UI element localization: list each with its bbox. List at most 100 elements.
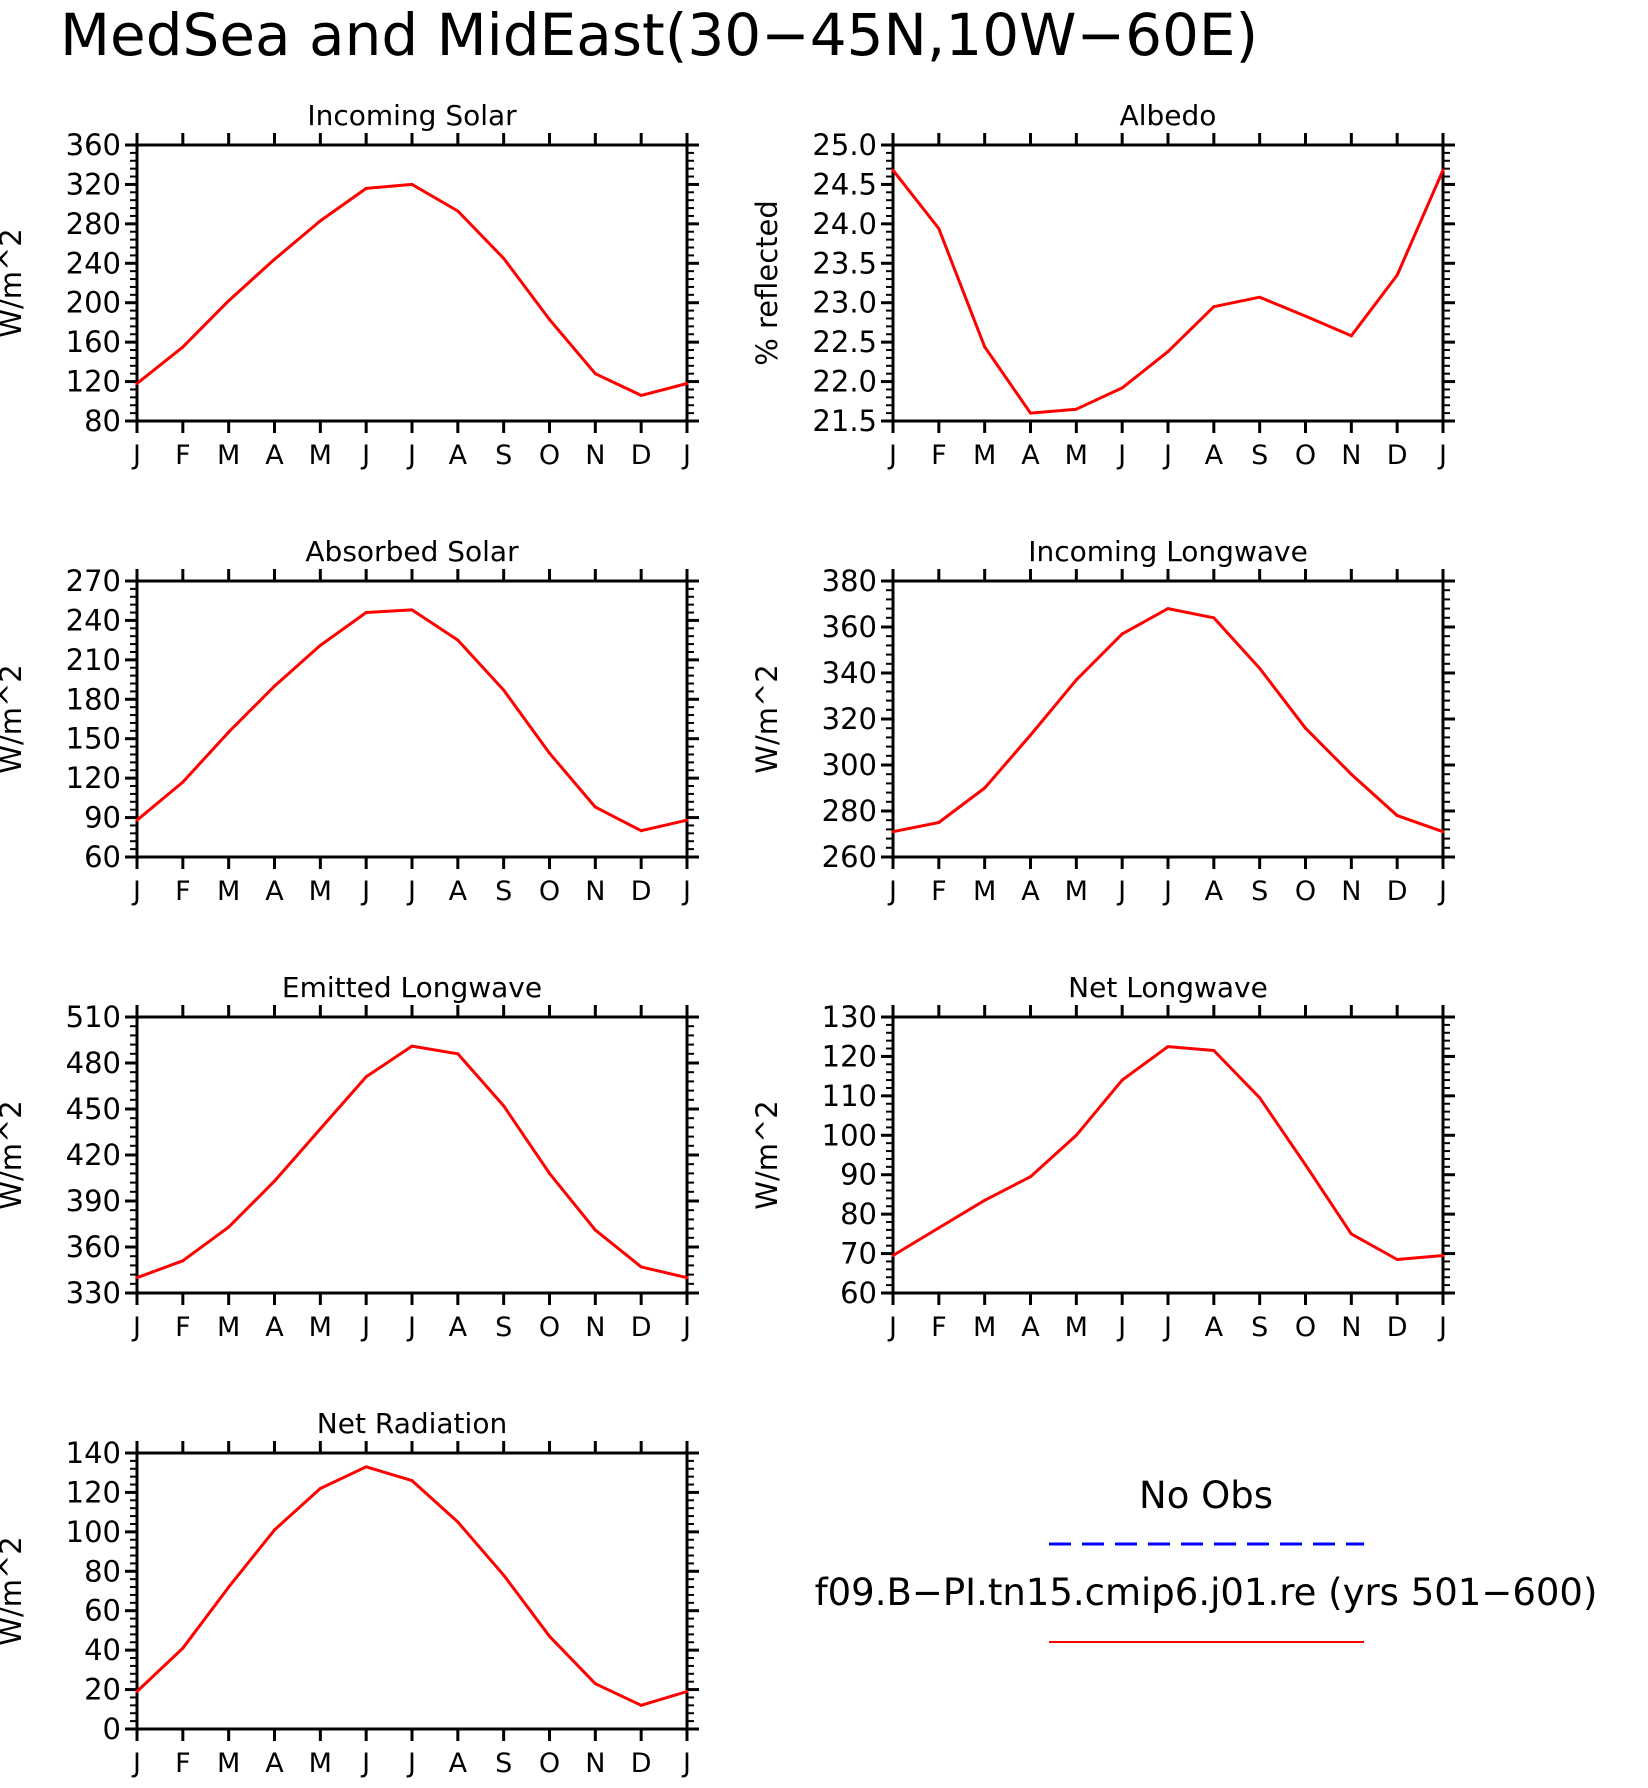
data-point — [548, 1171, 551, 1175]
data-point — [456, 1052, 460, 1056]
data-point — [1395, 814, 1399, 818]
y-tick-label: 360 — [66, 128, 121, 162]
data-point — [983, 786, 987, 790]
y-tick-label: 20 — [84, 1673, 121, 1707]
data-point — [1304, 726, 1307, 730]
x-tick-label: N — [1341, 1312, 1361, 1343]
data-point — [1395, 273, 1399, 277]
data-point — [937, 227, 941, 231]
y-tick-label: 130 — [822, 1000, 877, 1034]
data-point — [502, 1573, 506, 1577]
data-point — [937, 821, 941, 824]
y-axis-label: W/m^2 — [0, 1536, 28, 1645]
x-tick-label: D — [631, 1312, 652, 1343]
x-tick-label: J — [681, 440, 691, 471]
series-line — [892, 1045, 1444, 1261]
data-point — [273, 1179, 276, 1183]
x-tick-label: J — [1116, 440, 1126, 471]
y-tick-label: 80 — [840, 1197, 877, 1231]
x-tick-label: O — [1295, 1312, 1316, 1343]
x-tick-label: J — [1162, 876, 1172, 907]
data-point — [1120, 632, 1124, 636]
data-point — [318, 219, 322, 223]
series-line — [892, 607, 1444, 834]
x-tick-label: J — [887, 1312, 897, 1343]
data-point — [548, 751, 551, 755]
data-point — [181, 1646, 185, 1650]
x-tick-label: J — [406, 440, 416, 471]
data-point — [1258, 666, 1262, 670]
y-tick-label: 90 — [84, 801, 121, 835]
x-tick-label: M — [1065, 440, 1088, 471]
x-tick-label: N — [585, 1312, 605, 1343]
data-point — [410, 608, 414, 612]
legend-obs-label: No Obs — [1139, 1474, 1273, 1517]
x-tick-label: J — [681, 1312, 691, 1343]
data-point — [1166, 1045, 1170, 1049]
data-point — [318, 643, 322, 647]
panel-title: Net Radiation — [317, 1407, 507, 1440]
x-tick-label: F — [175, 1312, 191, 1343]
data-point — [502, 256, 506, 260]
data-point — [502, 688, 506, 692]
x-tick-label: O — [539, 1312, 560, 1343]
data-point — [410, 1044, 414, 1048]
y-tick-label: 330 — [66, 1276, 121, 1310]
y-tick-label: 22.0 — [812, 365, 877, 399]
data-point — [639, 1703, 643, 1707]
data-point — [685, 818, 689, 822]
x-tick-label: J — [1116, 876, 1126, 907]
data-point — [456, 1520, 460, 1524]
y-tick-label: 240 — [66, 603, 121, 637]
y-tick-label: 24.0 — [812, 207, 877, 241]
x-tick-label: O — [539, 876, 560, 907]
data-point — [1441, 1254, 1445, 1258]
series-line — [136, 608, 688, 833]
x-tick-label: J — [406, 1748, 416, 1779]
y-tick-label: 160 — [66, 325, 121, 359]
data-point — [227, 730, 231, 734]
y-tick-label: 60 — [840, 1276, 877, 1310]
data-point — [1212, 305, 1216, 309]
data-point — [685, 1690, 689, 1694]
x-tick-label: S — [495, 440, 512, 471]
x-tick-label: A — [449, 1312, 468, 1343]
y-axis-label: % reflected — [750, 200, 784, 366]
data-point — [983, 1198, 987, 1202]
panel-title: Net Longwave — [1068, 971, 1268, 1004]
data-point — [1074, 678, 1078, 682]
data-point — [273, 684, 276, 688]
y-tick-label: 450 — [66, 1092, 121, 1126]
y-axis-label: W/m^2 — [0, 664, 28, 773]
x-tick-label: O — [1295, 876, 1316, 907]
x-tick-label: S — [1251, 440, 1268, 471]
x-tick-label: A — [1021, 876, 1040, 907]
y-tick-label: 90 — [840, 1158, 877, 1192]
x-tick-label: A — [449, 440, 468, 471]
y-tick-label: 360 — [66, 1230, 121, 1264]
y-tick-label: 280 — [66, 207, 121, 241]
panel-title: Emitted Longwave — [282, 971, 542, 1004]
x-tick-label: A — [265, 1748, 284, 1779]
y-tick-label: 100 — [66, 1515, 121, 1549]
data-point — [1074, 1133, 1078, 1137]
data-point — [891, 830, 895, 834]
x-tick-label: F — [931, 876, 947, 907]
y-tick-label: 420 — [66, 1138, 121, 1172]
y-axis-label: W/m^2 — [0, 1100, 28, 1209]
x-tick-label: A — [1205, 876, 1224, 907]
x-tick-label: J — [681, 1748, 691, 1779]
x-tick-label: A — [1205, 1312, 1224, 1343]
data-point — [1441, 830, 1445, 834]
x-tick-label: D — [631, 440, 652, 471]
y-tick-label: 510 — [66, 1000, 121, 1034]
y-tick-label: 260 — [822, 840, 877, 874]
y-tick-label: 340 — [822, 656, 877, 690]
plot-frame — [891, 143, 1445, 423]
y-tick-label: 110 — [822, 1079, 877, 1113]
data-point — [1304, 314, 1307, 318]
y-tick-label: 150 — [66, 722, 121, 756]
data-point — [364, 186, 368, 190]
